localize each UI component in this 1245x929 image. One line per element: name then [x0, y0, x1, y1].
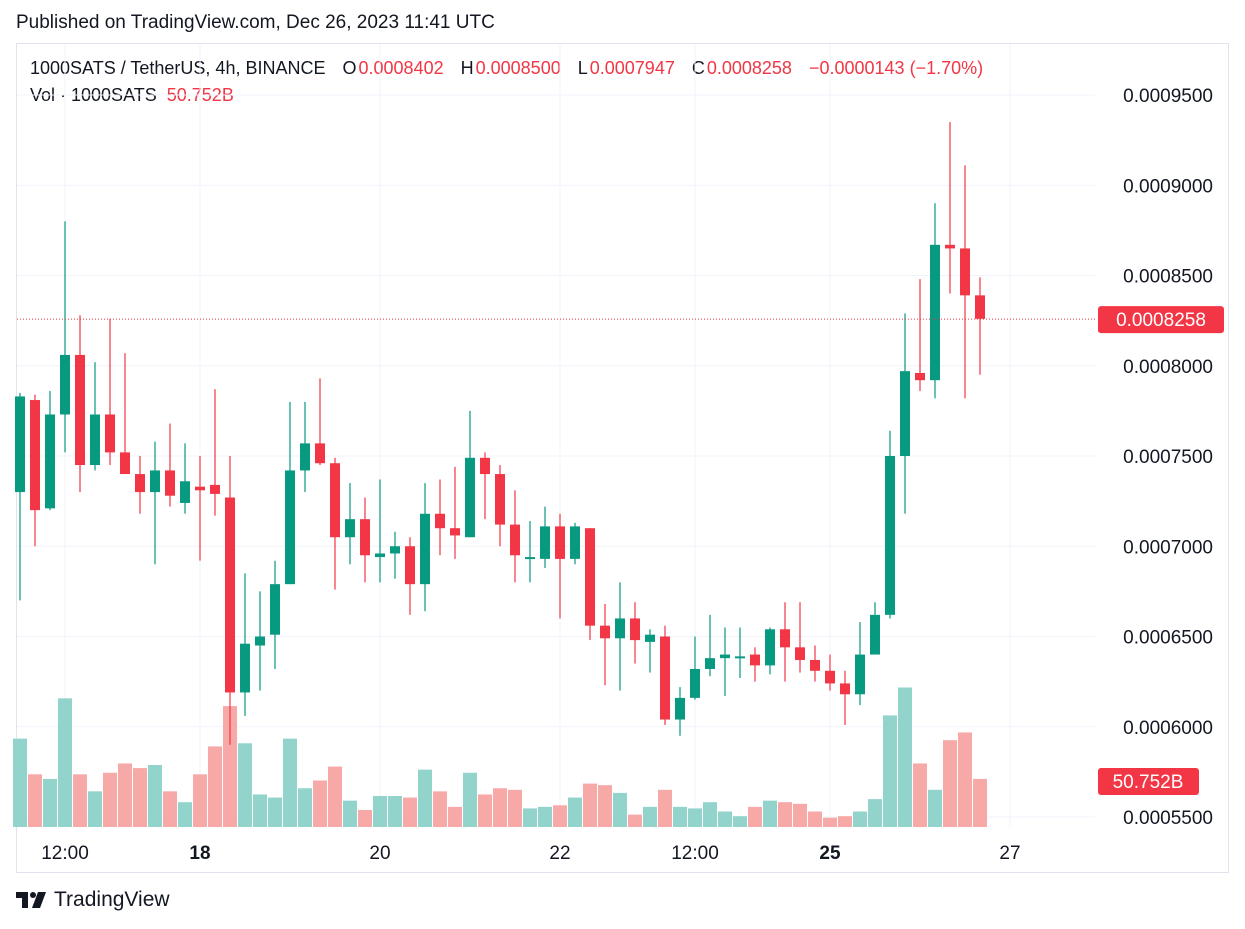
legend-close-value: 0.0008258: [706, 58, 792, 78]
tradingview-logo[interactable]: TradingView: [16, 888, 170, 912]
tradingview-logo-icon: [16, 892, 46, 908]
legend-change: −0.0000143 (−1.70%): [808, 58, 984, 78]
legend-open-label: O: [342, 58, 357, 78]
legend-high-value: 0.0008500: [475, 58, 561, 78]
volume-legend-value: 50.752B: [166, 85, 234, 105]
legend-low-value: 0.0007947: [589, 58, 675, 78]
published-caption: Published on TradingView.com, Dec 26, 20…: [16, 12, 495, 33]
legend-open-value: 0.0008402: [358, 58, 444, 78]
legend-symbol: 1000SATS / TetherUS, 4h, BINANCE: [30, 58, 326, 78]
ohlc-legend: 1000SATS / TetherUS, 4h, BINANCE O 0.0008…: [30, 58, 985, 79]
volume-legend: Vol · 1000SATS 50.752B: [30, 85, 234, 106]
legend-close-label: C: [691, 58, 705, 78]
legend-low-label: L: [577, 58, 588, 78]
tradingview-brand: TradingView: [54, 888, 170, 911]
legend-high-label: H: [460, 58, 474, 78]
chart-frame: [16, 43, 1229, 873]
volume-legend-label: Vol · 1000SATS: [30, 85, 157, 105]
